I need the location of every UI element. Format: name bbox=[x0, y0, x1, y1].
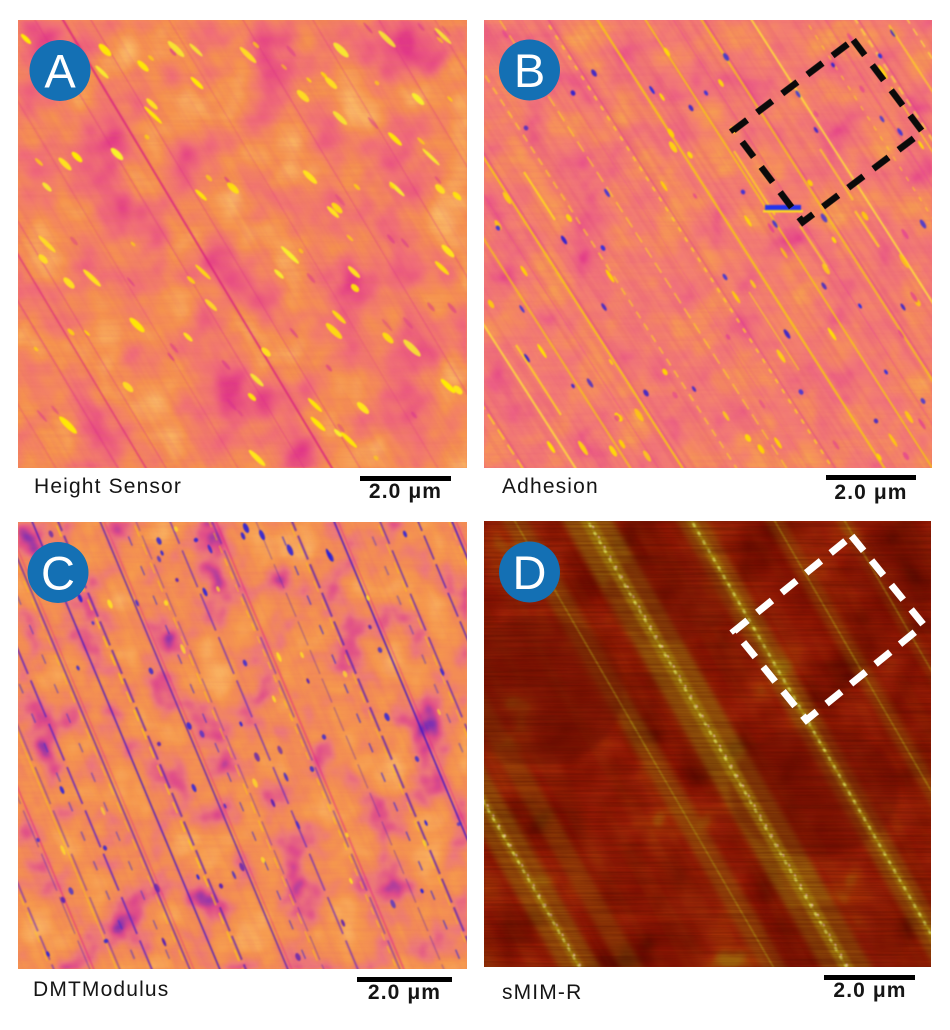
svg-text:B: B bbox=[514, 44, 545, 97]
svg-text:C: C bbox=[41, 547, 75, 600]
svg-text:A: A bbox=[44, 45, 76, 98]
svg-text:D: D bbox=[513, 546, 547, 599]
